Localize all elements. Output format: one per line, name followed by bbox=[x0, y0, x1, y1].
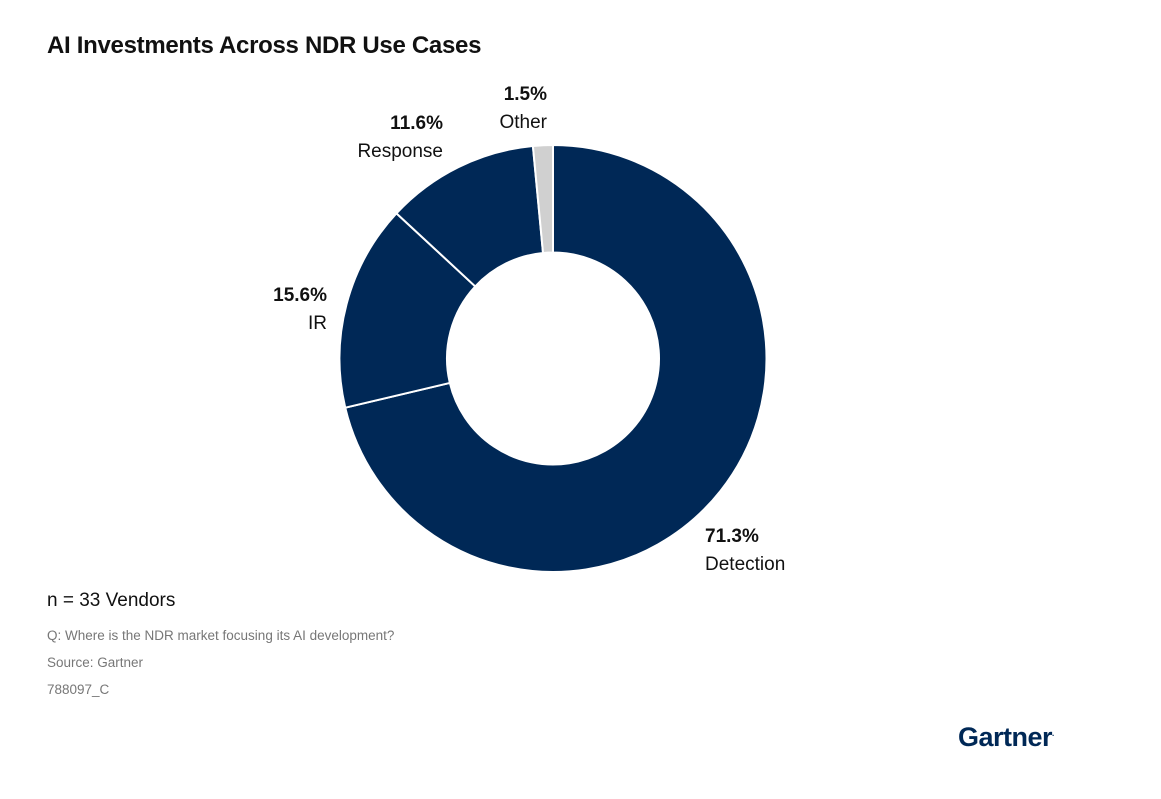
logo-text: Gartner bbox=[958, 722, 1053, 752]
slice-label: Response bbox=[357, 141, 443, 162]
slice-other bbox=[531, 143, 554, 255]
value-label: 11.6% bbox=[390, 113, 443, 134]
sample-size: n = 33 Vendors bbox=[47, 590, 176, 611]
source-note: Source: Gartner bbox=[47, 655, 144, 670]
slice-label: Detection bbox=[705, 554, 786, 575]
slice-label: IR bbox=[308, 313, 327, 334]
chart-title: AI Investments Across NDR Use Cases bbox=[47, 32, 482, 59]
figure-id: 788097_C bbox=[47, 682, 110, 697]
label-ir: 15.6% IR bbox=[265, 282, 327, 338]
value-label: 15.6% bbox=[273, 285, 327, 306]
gartner-logo: Gartner. bbox=[958, 722, 1054, 752]
question-note: Q: Where is the NDR market focusing its … bbox=[47, 628, 395, 643]
label-detection: 71.3% Detection bbox=[705, 523, 785, 579]
label-other: 1.5% Other bbox=[486, 81, 547, 137]
value-label: 1.5% bbox=[503, 84, 547, 105]
slice-detection bbox=[344, 143, 768, 573]
value-label: 71.3% bbox=[705, 526, 759, 547]
slice-label: Other bbox=[499, 112, 547, 133]
slice-ir bbox=[338, 211, 477, 409]
label-response: 11.6% Response bbox=[340, 110, 443, 166]
